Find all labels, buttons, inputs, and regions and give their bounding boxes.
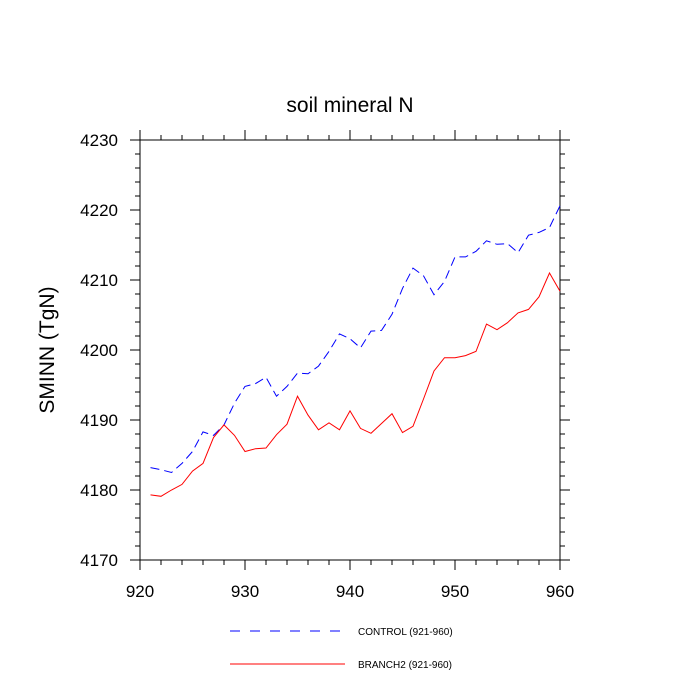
axis-tick-labels: 920 930 940 950 960 4170 4180 4190 4200 4210 4220 4… [80,131,574,601]
chart-title: soil mineral N [286,94,413,117]
y-axis-label: SMINN (TgN) [36,286,59,413]
x-tick-label: 960 [546,582,574,601]
y-tick-label: 4210 [80,271,118,290]
series-lines [150,205,561,497]
x-tick-label: 930 [231,582,259,601]
plot-frame [139,139,561,561]
axis-ticks [130,130,570,570]
y-tick-label: 4220 [80,201,118,220]
y-tick-label: 4230 [80,131,118,150]
x-tick-label: 950 [441,582,469,601]
y-tick-label: 4200 [80,341,118,360]
series-line-branch2 [150,271,561,497]
series-line-control [150,205,561,474]
legend: CONTROL (921-960) BRANCH2 (921-960) [230,627,453,671]
y-tick-label: 4180 [80,481,118,500]
x-tick-label: 940 [336,582,364,601]
y-tick-label: 4170 [80,551,118,570]
x-tick-label: 920 [126,582,154,601]
y-tick-label: 4190 [80,411,118,430]
legend-label: BRANCH2 (921-960) [358,660,452,671]
legend-label: CONTROL (921-960) [358,627,453,638]
